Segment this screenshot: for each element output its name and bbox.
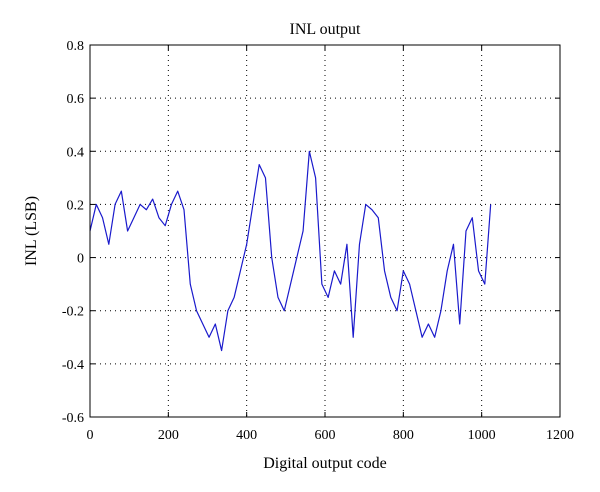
data-series [89, 150, 492, 352]
y-tick-label: -0.2 [62, 305, 84, 320]
x-axis-ticks: 0 200 400 600 800 1000 1200 [87, 45, 574, 443]
y-tick-label: -0.6 [62, 411, 84, 426]
x-tick-label: 800 [393, 428, 414, 443]
y-axis-label: INL (LSB) [23, 196, 40, 266]
x-tick-label: 1200 [546, 428, 574, 443]
y-tick-label: 0.8 [67, 39, 85, 54]
y-axis-ticks: -0.6 -0.4 -0.2 0 0.2 0.4 0.6 0.8 [62, 39, 560, 426]
x-tick-label: 400 [236, 428, 257, 443]
y-tick-label: 0 [77, 252, 84, 267]
inl-series-line [89, 150, 492, 352]
x-tick-label: 600 [315, 428, 336, 443]
x-axis-label: Digital output code [263, 455, 387, 472]
y-tick-label: 0.2 [67, 198, 85, 213]
chart-title: INL output [290, 21, 362, 38]
x-tick-label: 200 [158, 428, 179, 443]
grid-lines [90, 45, 560, 417]
y-tick-label: -0.4 [62, 358, 84, 373]
y-tick-label: 0.6 [67, 92, 85, 107]
y-tick-label: 0.4 [67, 145, 85, 160]
x-tick-label: 0 [87, 428, 94, 443]
x-tick-label: 1000 [468, 428, 496, 443]
